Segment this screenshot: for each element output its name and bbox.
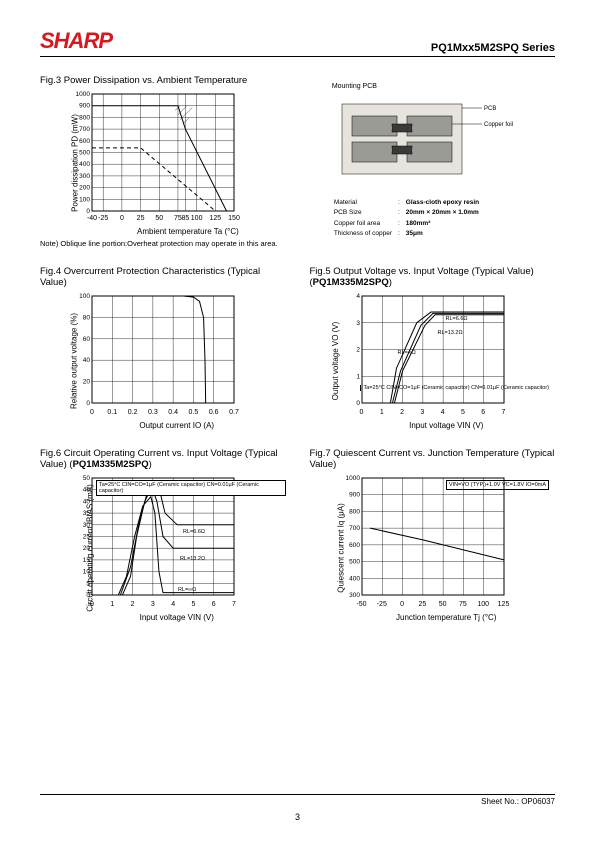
svg-text:60: 60 xyxy=(83,336,91,343)
svg-text:1000: 1000 xyxy=(345,475,360,482)
svg-text:40: 40 xyxy=(83,357,91,364)
fig4-title: Fig.4 Overcurrent Protection Characteris… xyxy=(40,266,286,288)
svg-text:50: 50 xyxy=(83,475,91,482)
pcb-svg: PCB Copper foil xyxy=(332,94,522,189)
fig5-rinf-label: RL=∞Ω xyxy=(398,350,416,356)
fig6-title-bold: PQ1M335M2SPQ xyxy=(73,459,149,470)
logo: SHARP xyxy=(40,28,112,54)
fig6-xlabel: Input voltage VIN (V) xyxy=(68,613,286,622)
fig4-xlabel: Output current IO (A) xyxy=(68,421,286,430)
fig7-title: Fig.7 Quiescent Current vs. Junction Tem… xyxy=(310,448,556,470)
svg-text:20: 20 xyxy=(83,545,91,552)
copper-foil-label: Copper foil xyxy=(484,122,513,128)
svg-text:0: 0 xyxy=(86,592,90,599)
pcb-foil-area: 180mm² xyxy=(406,220,483,228)
fig7-xlabel: Junction temperature Tj (°C) xyxy=(338,613,556,622)
fig6-rinf-label: RL=∞Ω xyxy=(178,587,196,593)
fig5-title: Fig.5 Output Voltage vs. Input Voltage (… xyxy=(310,266,556,288)
page-number: 3 xyxy=(40,812,555,822)
fig6-title-post: ) xyxy=(149,459,152,470)
svg-text:700: 700 xyxy=(349,525,360,532)
svg-text:40: 40 xyxy=(83,498,91,505)
fig7-chart: 300 400 500 600 700 800 900 1000 xyxy=(338,474,508,599)
svg-text:20: 20 xyxy=(83,379,91,386)
svg-text:100: 100 xyxy=(79,293,90,300)
mounting-pcb-diagram: Mounting PCB PCB Copper foil xyxy=(332,83,555,241)
fig7-conditions: VIN=VO (TYP.)+1.0V VC=1.8V IO=0mA xyxy=(446,480,549,490)
svg-text:100: 100 xyxy=(79,196,90,203)
fig5-title-post: ) xyxy=(389,277,392,288)
fig6-title: Fig.6 Circuit Operating Current vs. Inpu… xyxy=(40,448,286,470)
svg-text:5: 5 xyxy=(86,580,90,587)
svg-text:800: 800 xyxy=(349,508,360,515)
fig5-title-bold: PQ1M335M2SPQ xyxy=(313,277,389,288)
fig6-conditions: Ta=25°C CIN=CO=1μF (Ceramic capacitor) C… xyxy=(96,480,286,496)
svg-text:600: 600 xyxy=(79,138,90,145)
pcb-material: Glass-cloth epoxy resin xyxy=(406,199,483,207)
fig4-chart: 0 20 40 60 80 100 xyxy=(68,292,238,407)
svg-text:1000: 1000 xyxy=(76,91,91,98)
pcb-info-table: Material:Glass-cloth epoxy resin PCB Siz… xyxy=(332,197,485,241)
svg-text:500: 500 xyxy=(79,150,90,157)
svg-text:80: 80 xyxy=(83,314,91,321)
fig4-ylabel: Relative output voltage (%) xyxy=(70,313,79,409)
svg-text:400: 400 xyxy=(79,161,90,168)
pcb-title: Mounting PCB xyxy=(332,83,555,90)
logo-text: SHARP xyxy=(40,28,112,54)
fig5-r66-label: RL=6.6Ω xyxy=(446,316,468,322)
svg-text:500: 500 xyxy=(349,559,360,566)
header: SHARP PQ1Mxx5M2SPQ Series xyxy=(40,28,555,57)
svg-text:15: 15 xyxy=(83,557,91,564)
svg-text:300: 300 xyxy=(79,173,90,180)
svg-text:2: 2 xyxy=(356,347,360,354)
pcb-thickness: 35μm xyxy=(406,230,483,238)
fig3-note: Note) Oblique line portion:Overheat prot… xyxy=(40,239,308,248)
fig3-xlabel: Ambient temperature Ta (°C) xyxy=(68,227,308,236)
svg-text:800: 800 xyxy=(79,114,90,121)
svg-text:400: 400 xyxy=(349,575,360,582)
fig3-ylabel: Power dissipation PD (mW) xyxy=(70,114,79,212)
svg-text:35: 35 xyxy=(83,510,91,517)
fig3-chart: 0 100 200 300 400 500 600 700 800 900 1000 xyxy=(68,90,238,215)
pcb-label: PCB xyxy=(484,106,496,112)
fig6-r132-label: RL=13.2Ω xyxy=(180,556,205,562)
pcb-size: 20mm × 20mm × 1.0mm xyxy=(406,209,483,217)
svg-text:600: 600 xyxy=(349,542,360,549)
svg-text:900: 900 xyxy=(349,492,360,499)
svg-text:3: 3 xyxy=(356,320,360,327)
fig5-conditions: Ta=25°C CIN=CO=1μF (Ceramic capacitor) C… xyxy=(360,385,549,391)
svg-text:300: 300 xyxy=(349,592,360,599)
svg-text:30: 30 xyxy=(83,522,91,529)
fig3-title: Fig.3 Power Dissipation vs. Ambient Temp… xyxy=(40,75,308,86)
svg-text:1: 1 xyxy=(356,373,360,380)
series-label: PQ1Mxx5M2SPQ Series xyxy=(431,42,555,54)
sheet-no: Sheet No.: OP06037 xyxy=(40,794,555,806)
svg-text:0: 0 xyxy=(86,208,90,215)
fig6-r66-label: RL=6.6Ω xyxy=(183,529,205,535)
svg-text:700: 700 xyxy=(79,126,90,133)
svg-text:10: 10 xyxy=(83,569,91,576)
svg-text:4: 4 xyxy=(356,293,360,300)
svg-text:45: 45 xyxy=(83,487,91,494)
svg-text:25: 25 xyxy=(83,534,91,541)
svg-text:900: 900 xyxy=(79,103,90,110)
svg-text:0: 0 xyxy=(356,400,360,407)
svg-text:200: 200 xyxy=(79,185,90,192)
svg-text:0: 0 xyxy=(86,400,90,407)
fig5-xlabel: Input voltage VIN (V) xyxy=(338,421,556,430)
footer: Sheet No.: OP06037 3 xyxy=(40,794,555,822)
fig5-r132-label: RL=13.2Ω xyxy=(438,330,463,336)
